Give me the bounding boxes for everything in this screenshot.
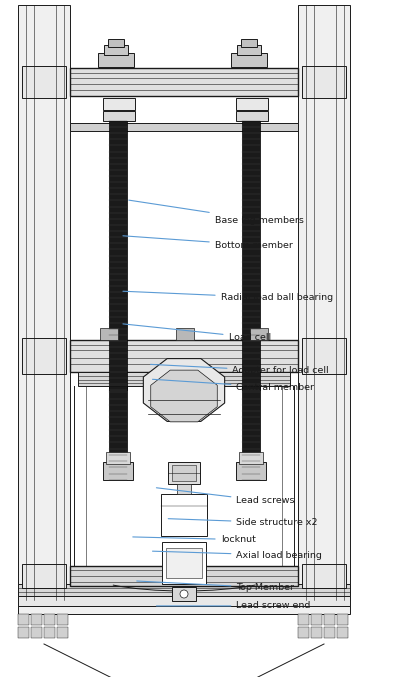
Bar <box>57 627 68 638</box>
Polygon shape <box>143 359 225 421</box>
Bar <box>236 111 268 121</box>
Text: Adapter for load cell: Adapter for load cell <box>151 364 329 376</box>
Bar <box>236 98 268 110</box>
Bar <box>44 627 55 638</box>
Bar <box>298 614 309 625</box>
Polygon shape <box>151 370 217 422</box>
Bar <box>298 627 309 638</box>
Bar <box>22 66 66 98</box>
Bar <box>172 587 196 601</box>
Bar <box>70 566 298 586</box>
Bar <box>18 606 350 614</box>
Bar <box>162 542 206 584</box>
Bar <box>161 494 207 536</box>
Bar <box>100 328 118 340</box>
Bar <box>302 564 346 588</box>
Bar <box>172 465 196 481</box>
Bar <box>302 66 346 98</box>
Bar <box>298 5 350 600</box>
Bar <box>44 614 55 625</box>
Circle shape <box>180 590 188 598</box>
Text: locknut: locknut <box>133 535 256 544</box>
Bar <box>242 386 260 480</box>
Text: Side structure x2: Side structure x2 <box>168 518 318 527</box>
Bar <box>22 564 66 588</box>
Bar <box>241 39 257 47</box>
Bar <box>98 53 134 67</box>
Bar <box>324 614 335 625</box>
Bar <box>109 121 127 390</box>
Bar <box>18 584 350 596</box>
Bar <box>70 68 298 96</box>
Text: Central member: Central member <box>152 379 314 392</box>
Bar <box>337 614 348 625</box>
Bar <box>108 39 124 47</box>
Bar <box>166 548 202 578</box>
Bar <box>106 452 130 464</box>
Bar <box>18 614 29 625</box>
Bar <box>104 45 128 55</box>
Bar <box>242 121 260 390</box>
Bar <box>239 452 263 464</box>
Bar <box>337 627 348 638</box>
Text: Load cell: Load cell <box>123 324 271 342</box>
Bar <box>237 45 261 55</box>
Bar <box>302 338 346 374</box>
Bar <box>18 5 70 600</box>
Bar <box>311 627 322 638</box>
Bar <box>177 484 191 494</box>
Text: Radial load ball bearing: Radial load ball bearing <box>123 291 333 303</box>
Bar <box>231 53 267 67</box>
Bar <box>168 462 200 484</box>
Bar <box>57 614 68 625</box>
Bar <box>103 111 135 121</box>
Bar <box>176 328 194 340</box>
Bar <box>324 627 335 638</box>
Text: Top Member: Top Member <box>137 581 294 592</box>
Bar <box>103 98 135 110</box>
Bar <box>236 462 266 480</box>
Text: Base leg members: Base leg members <box>129 200 304 225</box>
Bar <box>250 328 268 340</box>
Bar <box>311 614 322 625</box>
Text: Bottom member: Bottom member <box>123 236 293 250</box>
Bar <box>18 627 29 638</box>
Text: Axial load bearing: Axial load bearing <box>152 550 322 560</box>
Bar <box>31 627 42 638</box>
Text: Lead screws: Lead screws <box>156 487 295 506</box>
Bar <box>22 338 66 374</box>
Bar <box>70 340 298 372</box>
Bar <box>31 614 42 625</box>
Bar <box>70 123 298 131</box>
Bar <box>18 596 350 606</box>
Bar <box>78 372 290 386</box>
Bar <box>109 386 127 480</box>
Bar <box>103 462 133 480</box>
Text: Lead screw end: Lead screw end <box>156 601 311 611</box>
